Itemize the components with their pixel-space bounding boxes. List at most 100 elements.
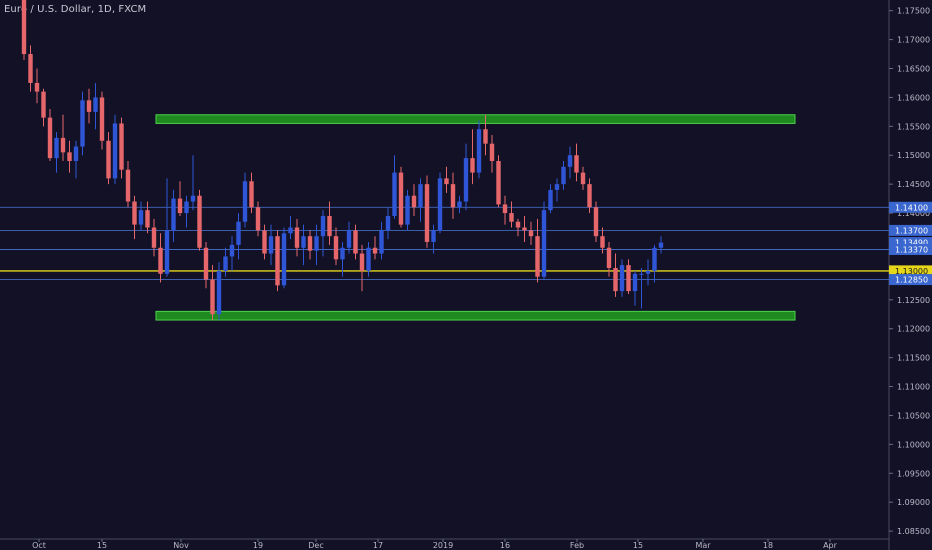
x-tick-label: Mar <box>695 541 711 550</box>
x-tick-label: 19 <box>253 541 263 550</box>
price-tag: 1.13370 <box>889 243 932 255</box>
candle <box>106 132 111 185</box>
candle <box>184 195 189 228</box>
candle <box>145 201 150 234</box>
candle <box>366 241 371 277</box>
candle <box>567 146 573 179</box>
y-tick-label: 1.09500 <box>897 469 930 478</box>
candle <box>301 224 306 266</box>
candle <box>502 195 508 225</box>
candle <box>639 268 644 309</box>
candle <box>541 201 547 280</box>
candle-body <box>281 233 287 286</box>
y-tick-label: 1.11500 <box>897 354 930 363</box>
candle-body <box>301 236 306 248</box>
candle-body <box>353 230 358 254</box>
candle <box>457 195 462 214</box>
candle <box>418 178 423 222</box>
candle <box>203 241 209 289</box>
x-tick-label: Oct <box>32 541 46 550</box>
candle-body <box>106 140 111 179</box>
candle <box>73 140 79 179</box>
candle-body <box>457 201 462 208</box>
candle <box>483 114 488 156</box>
candle <box>21 0 27 60</box>
price-tag-label: 1.13000 <box>895 267 928 276</box>
candle-body <box>535 236 540 277</box>
candle-body <box>561 166 566 185</box>
candle-body <box>613 268 618 292</box>
candle-body <box>255 207 261 231</box>
candle <box>307 230 313 260</box>
candle <box>359 244 365 292</box>
candle <box>405 189 410 231</box>
candle <box>470 129 475 185</box>
candle <box>613 253 618 297</box>
candle-body <box>229 244 235 257</box>
candle-body <box>600 236 605 248</box>
candle <box>93 82 98 130</box>
candle <box>509 201 514 228</box>
candle <box>619 259 625 297</box>
candle <box>255 201 261 237</box>
candle <box>580 166 586 190</box>
candle-body <box>112 123 118 179</box>
candle <box>658 236 664 254</box>
price-tag-label: 1.14100 <box>895 203 928 212</box>
candle <box>327 201 332 245</box>
candle-body <box>483 129 488 144</box>
candle <box>223 247 228 277</box>
candle-body <box>554 184 560 190</box>
x-tick-label: Dec <box>308 541 323 550</box>
candle-body <box>21 0 27 55</box>
candle <box>112 114 118 185</box>
candle-body <box>437 178 443 231</box>
y-tick-label: 1.11000 <box>897 383 930 392</box>
candle <box>476 120 482 179</box>
price-tag: 1.14100 <box>889 201 932 213</box>
y-tick-label: 1.09000 <box>897 498 930 507</box>
y-tick-label: 1.16500 <box>897 65 930 74</box>
x-tick-label: 15 <box>633 541 643 550</box>
candle <box>54 132 59 173</box>
candle <box>249 172 254 214</box>
candle-body <box>80 100 85 147</box>
y-tick-label: 1.12000 <box>897 325 930 334</box>
candle-body <box>509 213 514 222</box>
candle <box>288 215 293 240</box>
candle-body <box>424 184 430 242</box>
chart-title: Euro / U.S. Dollar, 1D, FXCM <box>4 4 147 15</box>
candle <box>41 88 46 127</box>
candle-body <box>626 265 631 292</box>
x-tick-label: 16 <box>500 541 510 550</box>
candle-body <box>125 169 131 202</box>
x-tick-label: Nov <box>173 541 189 550</box>
candle-body <box>522 227 527 231</box>
candle-body <box>99 97 105 141</box>
candle-body <box>593 207 599 237</box>
candle <box>515 218 521 237</box>
x-tick-label: 15 <box>97 541 107 550</box>
candle-body <box>54 137 59 159</box>
candle-body <box>405 195 410 225</box>
candle <box>275 230 280 292</box>
candle-body <box>463 158 469 202</box>
candle-body <box>476 129 482 173</box>
x-tick-label: 18 <box>763 541 773 550</box>
candle <box>132 195 137 240</box>
candle-body <box>632 273 638 292</box>
candle-body <box>450 184 456 208</box>
candle <box>34 68 40 104</box>
candle <box>229 236 235 271</box>
price-tag-box <box>889 274 932 286</box>
candle <box>86 88 92 124</box>
candle-body <box>658 242 664 248</box>
candle-body <box>184 201 189 214</box>
candle-body <box>359 253 365 271</box>
candle-body <box>93 97 98 112</box>
candle-body <box>379 230 384 254</box>
candle-body <box>333 236 339 260</box>
candle <box>346 221 352 254</box>
candle-body <box>171 198 176 231</box>
